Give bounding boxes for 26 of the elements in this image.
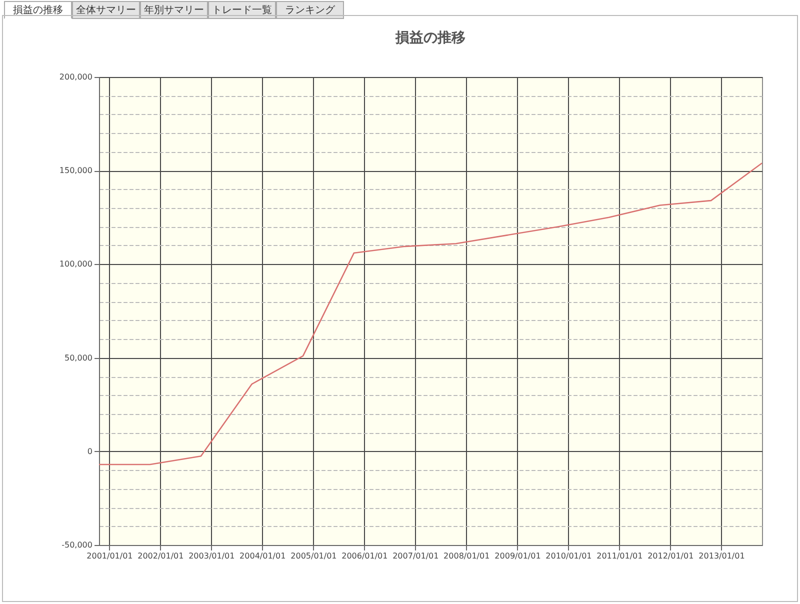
x-tick-label: 2010/01/01 bbox=[546, 552, 592, 560]
text: 全体サマリー bbox=[72, 1, 140, 19]
x-tick-label: 2012/01/01 bbox=[648, 552, 694, 560]
x-tick-label: 2006/01/01 bbox=[342, 552, 388, 560]
x-tick-label: 2009/01/01 bbox=[494, 552, 541, 560]
line-series bbox=[99, 162, 762, 466]
x-tick-label: 2003/01/01 bbox=[188, 552, 235, 560]
x-tick-label: 2001/01/01 bbox=[86, 552, 133, 560]
y-tick-label: 50,000 bbox=[64, 353, 92, 362]
text: トレード一覧 bbox=[208, 1, 276, 19]
y-tick-label: 0 bbox=[87, 446, 92, 456]
y-tick-label: -50,000 bbox=[62, 540, 92, 550]
x-tick-label: 2007/01/01 bbox=[392, 552, 439, 560]
x-tick-label: 2004/01/01 bbox=[240, 552, 286, 560]
x-tick-label: 2013/01/01 bbox=[698, 552, 745, 560]
text: ランキング bbox=[276, 1, 344, 19]
text: 損益の推移 bbox=[4, 1, 72, 19]
x-tick-label: 2008/01/01 bbox=[444, 552, 490, 560]
text: 年別サマリー bbox=[140, 1, 208, 19]
x-tick-label: 2011/01/01 bbox=[596, 552, 643, 560]
chart-title: 損益の推移 bbox=[394, 30, 466, 46]
y-tick-label: 100,000 bbox=[59, 260, 92, 269]
y-tick-label: 150,000 bbox=[59, 166, 92, 176]
x-tick-label: 2005/01/01 bbox=[290, 552, 337, 560]
y-tick-label: 200,000 bbox=[59, 72, 92, 82]
x-tick-label: 2002/01/01 bbox=[138, 552, 184, 560]
